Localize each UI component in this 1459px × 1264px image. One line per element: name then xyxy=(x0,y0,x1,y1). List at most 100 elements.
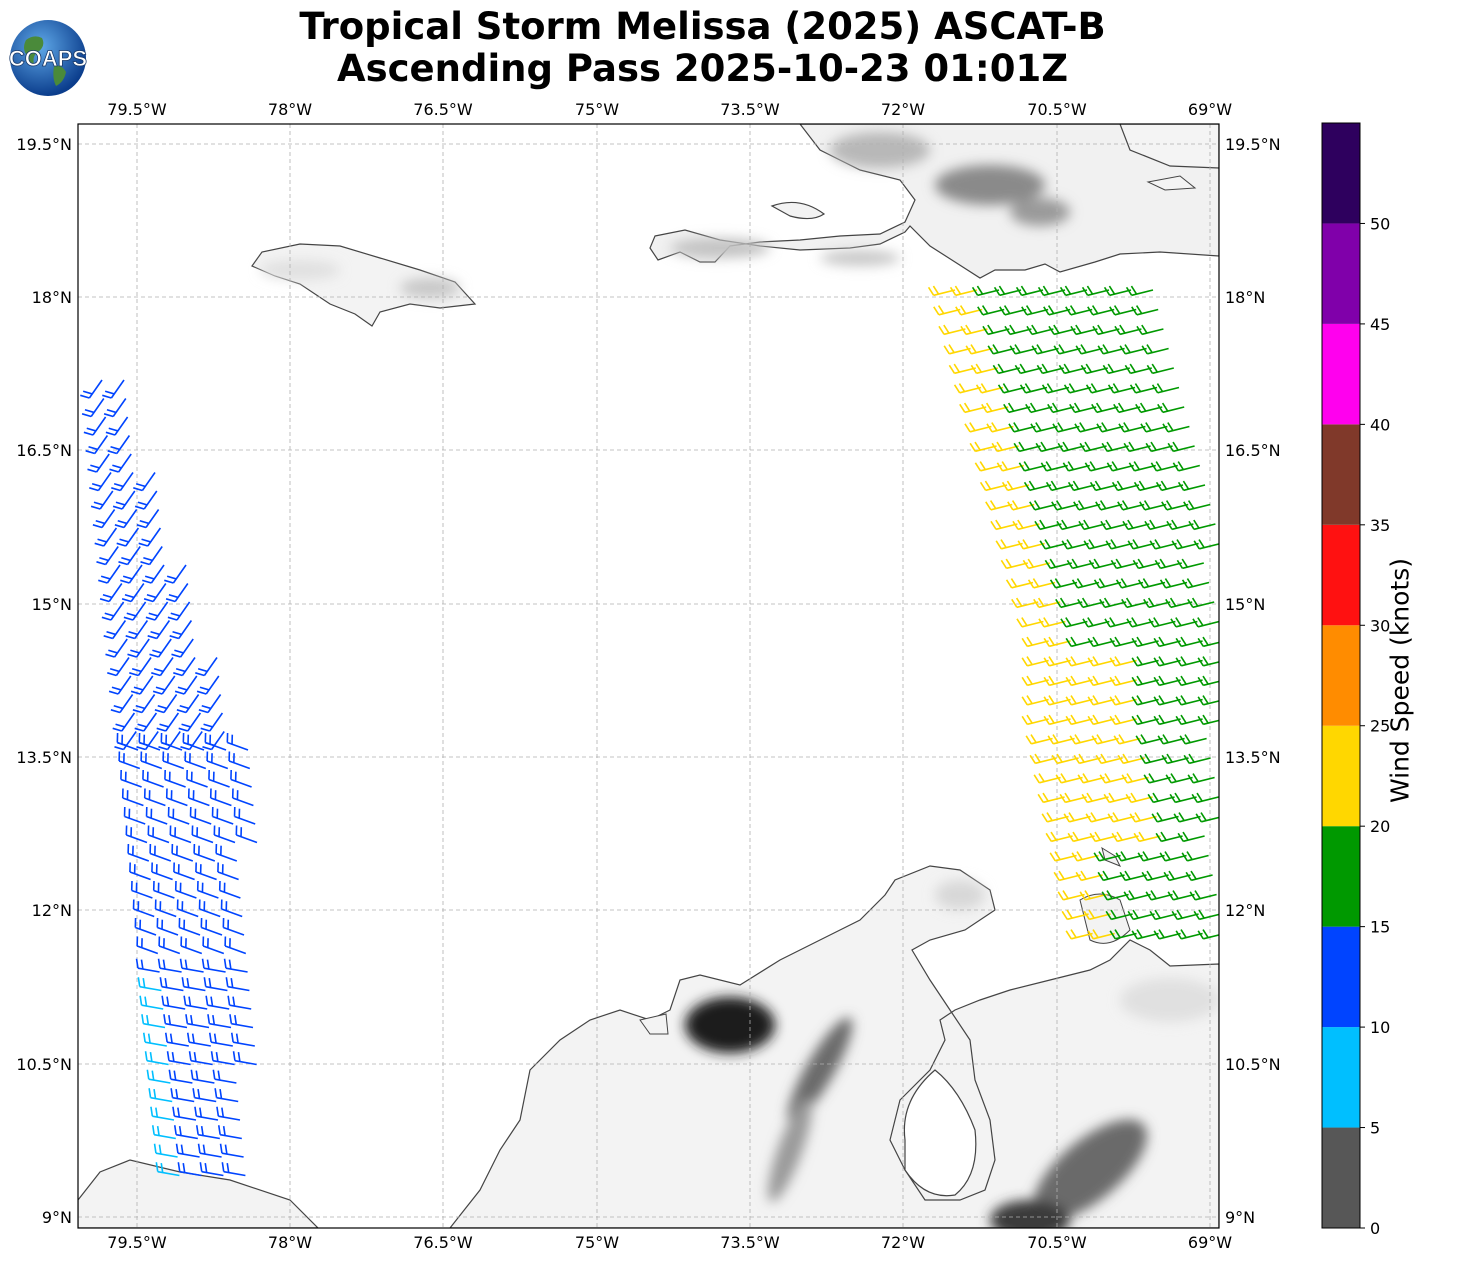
wind-barb xyxy=(179,958,204,973)
wind-barb xyxy=(116,732,139,751)
wind-barb xyxy=(220,899,243,918)
colorbar-bin xyxy=(1322,625,1360,726)
wind-barb xyxy=(1197,714,1219,726)
wind-barb xyxy=(1011,597,1039,609)
wind-barb xyxy=(1037,285,1066,297)
map-frame xyxy=(77,123,1220,1229)
wind-barb xyxy=(981,402,1009,414)
lon-tick-label: 78°W xyxy=(268,1233,312,1252)
colorbar-tick-label: 25 xyxy=(1370,717,1390,736)
wind-barb xyxy=(148,1088,173,1103)
wind-barb xyxy=(1087,714,1115,726)
wind-barb xyxy=(974,461,1002,472)
wind-barb xyxy=(1069,734,1097,745)
wind-barb xyxy=(1097,344,1125,355)
wind-barb xyxy=(1167,441,1195,453)
wind-barb xyxy=(1113,402,1141,414)
wind-barb xyxy=(80,379,103,399)
wind-barb xyxy=(1029,753,1057,765)
wind-barb xyxy=(1109,714,1137,726)
wind-barb xyxy=(1119,870,1147,882)
wind-barb xyxy=(139,995,164,1010)
wind-barb xyxy=(993,285,1022,297)
wind-barb xyxy=(194,1106,219,1121)
wind-barb xyxy=(1133,831,1161,843)
wind-barb xyxy=(1087,305,1115,316)
wind-barb xyxy=(1053,870,1081,882)
wind-barb xyxy=(221,1162,246,1177)
wind-barb xyxy=(1176,558,1204,570)
wind-barb xyxy=(142,769,164,788)
wind-barb xyxy=(154,694,178,714)
terrain-shading xyxy=(260,132,1219,1228)
wind-barb xyxy=(101,601,125,621)
wind-barb xyxy=(1000,558,1028,570)
wind-barb xyxy=(1125,285,1154,297)
wind-barb xyxy=(136,936,159,955)
colorbar-tick-label: 40 xyxy=(1370,415,1390,434)
wind-barb xyxy=(1153,636,1181,648)
map-title-line1: Tropical Storm Melissa (2025) ASCAT-B xyxy=(299,5,1106,48)
wind-barb xyxy=(218,880,241,899)
colorbar-tick-label: 5 xyxy=(1370,1119,1380,1138)
wind-barb xyxy=(1110,558,1138,570)
wind-barb xyxy=(964,422,992,433)
wind-barb xyxy=(1083,539,1111,550)
wind-barb xyxy=(157,958,182,973)
wind-barb xyxy=(1069,402,1097,414)
wind-barb xyxy=(181,977,206,992)
wind-barb xyxy=(1066,558,1094,570)
wind-barb xyxy=(1188,519,1216,531)
lat-tick-label: 19.5°N xyxy=(16,135,72,154)
wind-barb xyxy=(1151,812,1179,823)
wind-barb xyxy=(933,305,961,316)
wind-barb xyxy=(1157,734,1185,745)
wind-barb xyxy=(151,1125,176,1140)
wind-barb xyxy=(1015,285,1044,297)
wind-barb xyxy=(1117,753,1145,765)
wind-barb xyxy=(1177,480,1206,492)
wind-barb xyxy=(163,1014,188,1029)
wind-barb xyxy=(1091,402,1119,414)
wind-barb xyxy=(224,936,247,955)
colorbar-bin xyxy=(1322,323,1360,425)
wind-barb xyxy=(1131,695,1159,706)
wind-barb xyxy=(1165,597,1193,609)
wind-barb xyxy=(222,917,245,936)
wind-barb xyxy=(1040,461,1068,472)
wind-barb xyxy=(159,977,184,992)
wind-barb xyxy=(178,917,201,936)
wind-barb xyxy=(1079,441,1107,453)
wind-barb xyxy=(202,936,225,955)
wind-barb xyxy=(1123,441,1151,453)
wind-barb xyxy=(1081,285,1110,297)
wind-barb xyxy=(1179,734,1207,745)
wind-barb xyxy=(210,1051,235,1066)
wind-barb xyxy=(200,917,223,936)
wind-barb xyxy=(1045,831,1073,843)
wind-barb xyxy=(138,527,162,547)
wind-barb xyxy=(217,862,239,881)
wind-barb xyxy=(1075,870,1103,882)
wind-barb xyxy=(1059,285,1088,297)
wind-barb xyxy=(1136,324,1164,336)
wind-barb xyxy=(164,769,186,788)
wind-barb xyxy=(227,995,252,1010)
wind-barb xyxy=(164,1032,189,1047)
wind-barb xyxy=(1063,383,1092,394)
wind-barb xyxy=(1083,909,1111,921)
wind-barb xyxy=(1085,812,1113,823)
wind-barb xyxy=(1151,383,1180,394)
wind-barb xyxy=(96,546,119,566)
wind-barb xyxy=(1033,597,1061,609)
wind-barb xyxy=(1118,422,1146,433)
wind-barb xyxy=(1153,656,1181,667)
wind-barb xyxy=(996,461,1024,472)
lon-tick-label: 73.5°W xyxy=(720,1233,780,1252)
wind-barb xyxy=(1109,675,1137,687)
lat-tick-label: 19.5°N xyxy=(1225,135,1281,154)
wind-barb xyxy=(1057,441,1085,453)
wind-barb xyxy=(1128,461,1156,472)
wind-barb xyxy=(1078,519,1106,531)
wind-barb xyxy=(196,880,219,899)
